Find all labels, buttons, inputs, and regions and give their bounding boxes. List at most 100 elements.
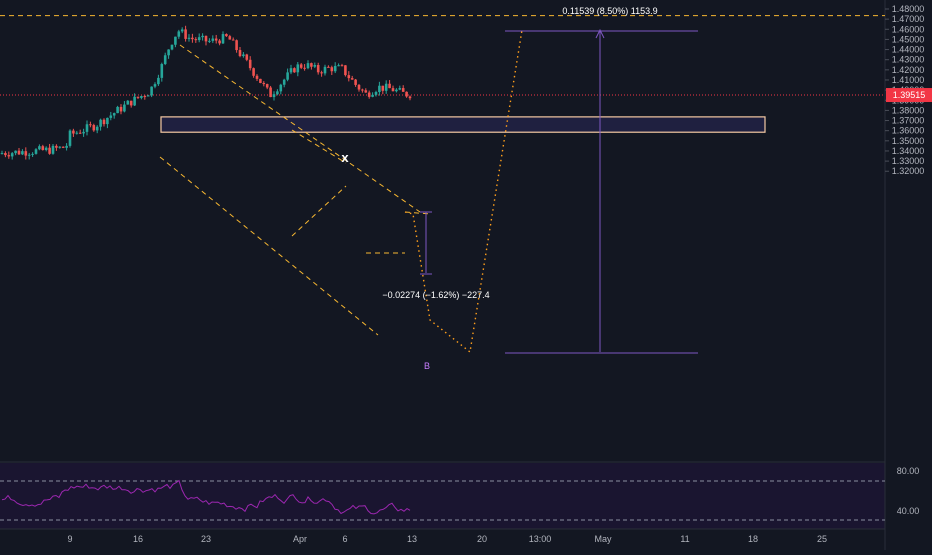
price-range-measure-up[interactable]	[505, 28, 698, 354]
candle-body	[354, 79, 357, 85]
candle-body	[323, 66, 327, 74]
candle-body	[170, 44, 174, 50]
candle-body	[272, 94, 276, 98]
candle-body	[214, 38, 218, 41]
wedge-upper-line[interactable]	[179, 44, 421, 213]
price-tick-label: 1.48000	[892, 4, 925, 14]
price-tick-label: 1.47000	[892, 14, 925, 24]
candle-body	[269, 87, 272, 98]
candle-body	[221, 34, 225, 44]
price-tick-label: 1.37000	[892, 116, 925, 126]
price-tick-label: 1.45000	[892, 34, 925, 44]
time-tick-label: 11	[680, 534, 689, 544]
candle-body	[24, 151, 28, 156]
candle-body	[330, 67, 334, 72]
candle-body	[374, 92, 378, 95]
candle-body	[384, 83, 388, 91]
candle-body	[68, 130, 72, 146]
candle-body	[187, 37, 191, 39]
candle-body	[303, 67, 306, 69]
candle-body	[381, 85, 385, 91]
candle-body	[296, 64, 300, 73]
candle-body	[252, 68, 255, 76]
candle-body	[109, 115, 113, 118]
candle-body	[316, 65, 320, 73]
candle-body	[126, 100, 130, 105]
price-tick-label: 1.33000	[892, 156, 925, 166]
candle-body	[286, 72, 289, 80]
flag-top-line[interactable]	[404, 211, 432, 215]
candle-body	[41, 146, 45, 150]
rsi-indicator[interactable]: 80.00 40.00	[0, 466, 920, 521]
projection-path[interactable]	[404, 29, 523, 354]
candle-body	[89, 124, 92, 126]
candle-body	[398, 88, 402, 90]
price-tick-label: 1.41000	[892, 75, 925, 85]
demand-zone-box[interactable]	[160, 116, 766, 133]
candle-body	[357, 84, 361, 90]
candlestick-series[interactable]	[0, 25, 412, 160]
candle-body	[75, 132, 79, 134]
candle-body	[163, 55, 167, 65]
candle-body	[218, 40, 221, 44]
price-tick-label: 1.34000	[892, 146, 925, 156]
candle-body	[95, 126, 99, 131]
candle-body	[150, 86, 153, 96]
last-price-label: 1.39515	[893, 90, 926, 100]
candle-body	[102, 119, 106, 125]
rsi-tick-40: 40.00	[897, 506, 920, 516]
price-tick-label: 1.46000	[892, 24, 925, 34]
candle-body	[7, 155, 11, 157]
candle-body	[191, 37, 194, 40]
candle-body	[378, 85, 381, 93]
wedge-pattern[interactable]	[159, 44, 432, 336]
time-tick-label: 25	[817, 534, 827, 544]
top-measure-label: 0.11539 (8.50%) 1153.9	[562, 6, 657, 16]
candle-body	[58, 146, 62, 148]
flag-upper-line[interactable]	[291, 129, 347, 164]
candle-body	[21, 151, 24, 155]
candle-body	[180, 29, 184, 32]
candle-body	[140, 96, 143, 98]
candle-body	[279, 84, 283, 92]
candle-body	[350, 78, 354, 80]
candle-body	[194, 39, 198, 41]
flag-lower-line[interactable]	[291, 185, 347, 237]
candle-body	[10, 153, 14, 157]
candle-body	[211, 38, 215, 41]
candle-body	[82, 131, 85, 134]
b-marker-label: B	[424, 361, 430, 371]
candle-body	[255, 75, 259, 79]
wedge-lower-line[interactable]	[159, 156, 379, 336]
candle-body	[160, 64, 164, 78]
candle-body	[157, 77, 160, 85]
candle-body	[72, 130, 75, 134]
candle-body	[405, 91, 408, 97]
candle-body	[245, 54, 249, 60]
time-tick-label: 9	[67, 534, 72, 544]
candle-body	[17, 150, 21, 155]
time-tick-label: 16	[133, 534, 143, 544]
candle-body	[133, 96, 136, 106]
price-range-measure-down[interactable]	[420, 211, 432, 275]
candle-body	[204, 35, 208, 42]
candle-body	[129, 100, 133, 106]
candle-body	[228, 36, 232, 40]
candle-body	[44, 147, 48, 150]
candle-body	[61, 146, 65, 148]
candle-body	[371, 94, 374, 97]
candle-body	[78, 132, 82, 134]
candle-body	[99, 119, 102, 127]
time-tick-label: 23	[201, 534, 211, 544]
price-tick-label: 1.35000	[892, 136, 925, 146]
candle-body	[276, 91, 279, 95]
time-axis[interactable]: 9 16 23 Apr 6 13 20 13:00 May 11 18 25	[67, 534, 827, 544]
candle-body	[112, 113, 116, 116]
candle-body	[310, 63, 313, 67]
candle-body	[27, 154, 31, 156]
candle-body	[4, 153, 7, 156]
candle-body	[293, 68, 296, 73]
candle-body	[306, 63, 310, 69]
candle-body	[116, 106, 119, 114]
